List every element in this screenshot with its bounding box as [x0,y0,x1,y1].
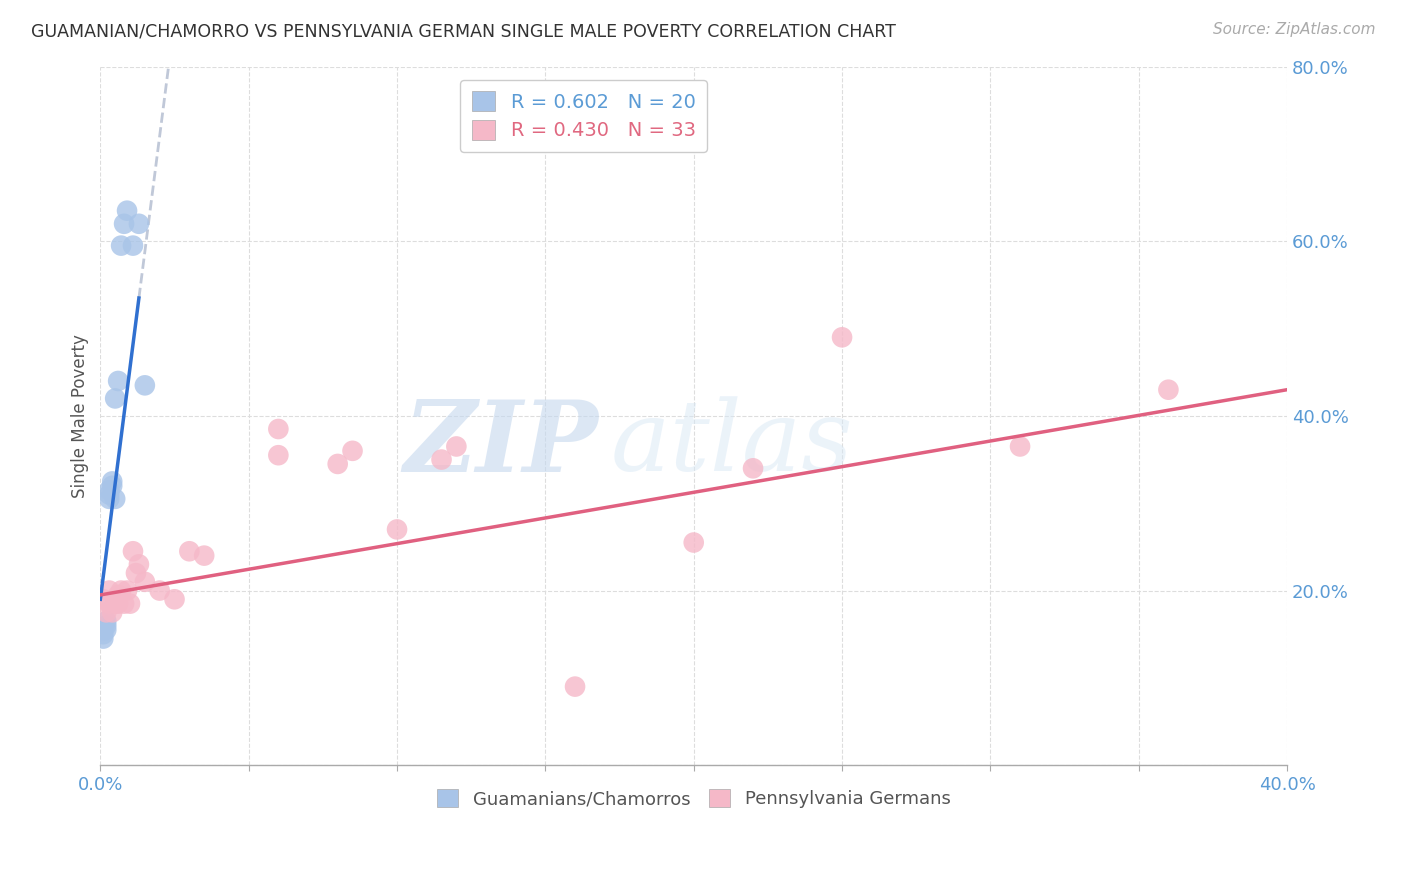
Point [446,440,468,454]
Point [128,217,150,231]
Point [112,217,135,231]
Point [91,627,114,641]
Point [110,583,132,598]
Text: ZIP: ZIP [404,395,599,492]
Point [98,487,121,501]
Point [91,592,114,607]
Point [96,606,118,620]
Point [134,574,156,589]
Point [122,238,145,252]
Point [101,475,124,489]
Point [430,452,453,467]
Point [115,583,138,598]
Y-axis label: Single Male Poverty: Single Male Poverty [72,334,89,498]
Text: atlas: atlas [610,396,853,491]
Point [128,558,150,572]
Point [1157,383,1180,397]
Point [98,483,121,497]
Point [104,597,127,611]
Point [267,448,290,462]
Point [342,443,364,458]
Point [163,592,186,607]
Text: Source: ZipAtlas.com: Source: ZipAtlas.com [1212,22,1375,37]
Point [101,479,124,493]
Point [122,544,145,558]
Legend: Guamanians/Chamorros, Pennsylvania Germans: Guamanians/Chamorros, Pennsylvania Germa… [430,781,957,815]
Point [104,491,127,506]
Point [98,597,121,611]
Text: GUAMANIAN/CHAMORRO VS PENNSYLVANIA GERMAN SINGLE MALE POVERTY CORRELATION CHART: GUAMANIAN/CHAMORRO VS PENNSYLVANIA GERMA… [31,22,896,40]
Point [267,422,290,436]
Point [96,614,118,628]
Point [179,544,201,558]
Point [96,618,118,632]
Point [107,374,129,388]
Point [107,597,129,611]
Point [742,461,765,475]
Point [1010,440,1032,454]
Point [98,491,121,506]
Point [564,680,586,694]
Point [112,597,135,611]
Point [91,632,114,646]
Point [104,392,127,406]
Point [107,588,129,602]
Point [91,623,114,637]
Point [101,606,124,620]
Point [118,597,141,611]
Point [326,457,349,471]
Point [682,535,704,549]
Point [193,549,215,563]
Point [125,566,148,580]
Point [134,378,156,392]
Point [385,523,408,537]
Point [831,330,853,344]
Point [149,583,172,598]
Point [115,203,138,218]
Point [110,238,132,252]
Point [96,623,118,637]
Point [98,583,121,598]
